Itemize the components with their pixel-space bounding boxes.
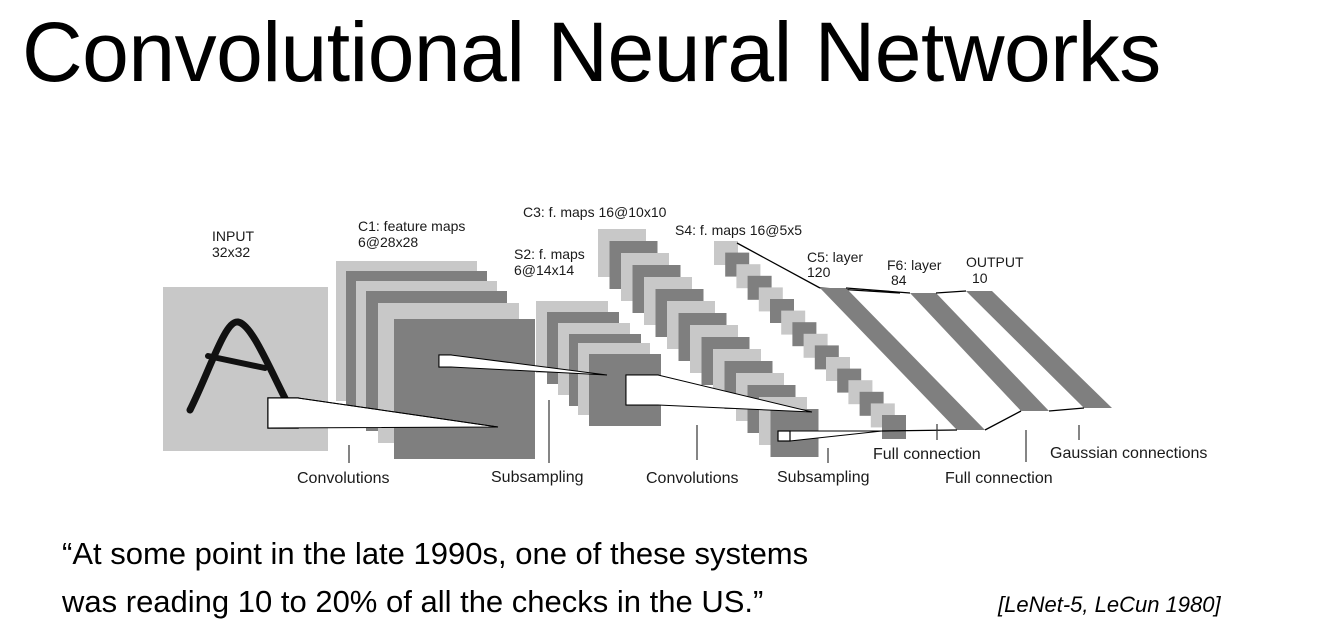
s4-feature-maps — [714, 241, 906, 439]
operation-ticks — [348, 400, 1080, 463]
output-size-label: 10 — [972, 270, 988, 286]
c5-label: C5: layer — [807, 249, 863, 265]
conv2-projection — [625, 374, 813, 413]
s2-label: S2: f. maps — [514, 246, 585, 262]
c1-size-label: 6@28x28 — [358, 234, 418, 250]
conv2-label: Convolutions — [646, 470, 739, 487]
f6-size-label: 84 — [891, 272, 907, 288]
full-connection-2-label: Full connection — [945, 470, 1053, 487]
sub1-label: Subsampling — [491, 469, 584, 486]
s4-feature-map-sheet — [882, 415, 906, 439]
output-layer — [966, 291, 1112, 412]
input-size-label: 32x32 — [212, 244, 250, 260]
conv1-label: Convolutions — [297, 470, 390, 487]
gaussian-connections-label: Gaussian connections — [1050, 445, 1207, 462]
quote-line-1: “At some point in the late 1990s, one of… — [62, 536, 809, 571]
c1-feature-maps — [336, 261, 535, 459]
slide-title: Convolutional Neural Networks — [22, 5, 1161, 99]
sub1-projection — [438, 354, 608, 376]
s2-size-label: 6@14x14 — [514, 262, 574, 278]
quote-block: “At some point in the late 1990s, one of… — [62, 530, 808, 626]
handwritten-a-glyph — [186, 318, 296, 416]
c1-label: C1: feature maps — [358, 218, 465, 234]
output-label: OUTPUT — [966, 254, 1024, 270]
f6-layer — [845, 287, 1049, 431]
citation: [LeNet-5, LeCun 1980] — [998, 592, 1221, 617]
s4-label: S4: f. maps 16@5x5 — [675, 222, 802, 238]
s2-feature-maps — [536, 301, 661, 426]
quote-line-2: was reading 10 to 20% of all the checks … — [62, 584, 764, 619]
c5-layer — [736, 242, 985, 432]
f6-label: F6: layer — [887, 257, 942, 273]
c3-label: C3: f. maps 16@10x10 — [523, 204, 667, 220]
sub2-label: Subsampling — [777, 469, 870, 486]
c5-size-label: 120 — [807, 264, 831, 280]
full-connection-1-label: Full connection — [873, 446, 981, 463]
input-label: INPUT — [212, 228, 254, 244]
sub2-projection — [777, 430, 883, 442]
lenet5-architecture-diagram: INPUT 32x32 C1: feature maps 6@28x28 S2:… — [163, 204, 1207, 487]
